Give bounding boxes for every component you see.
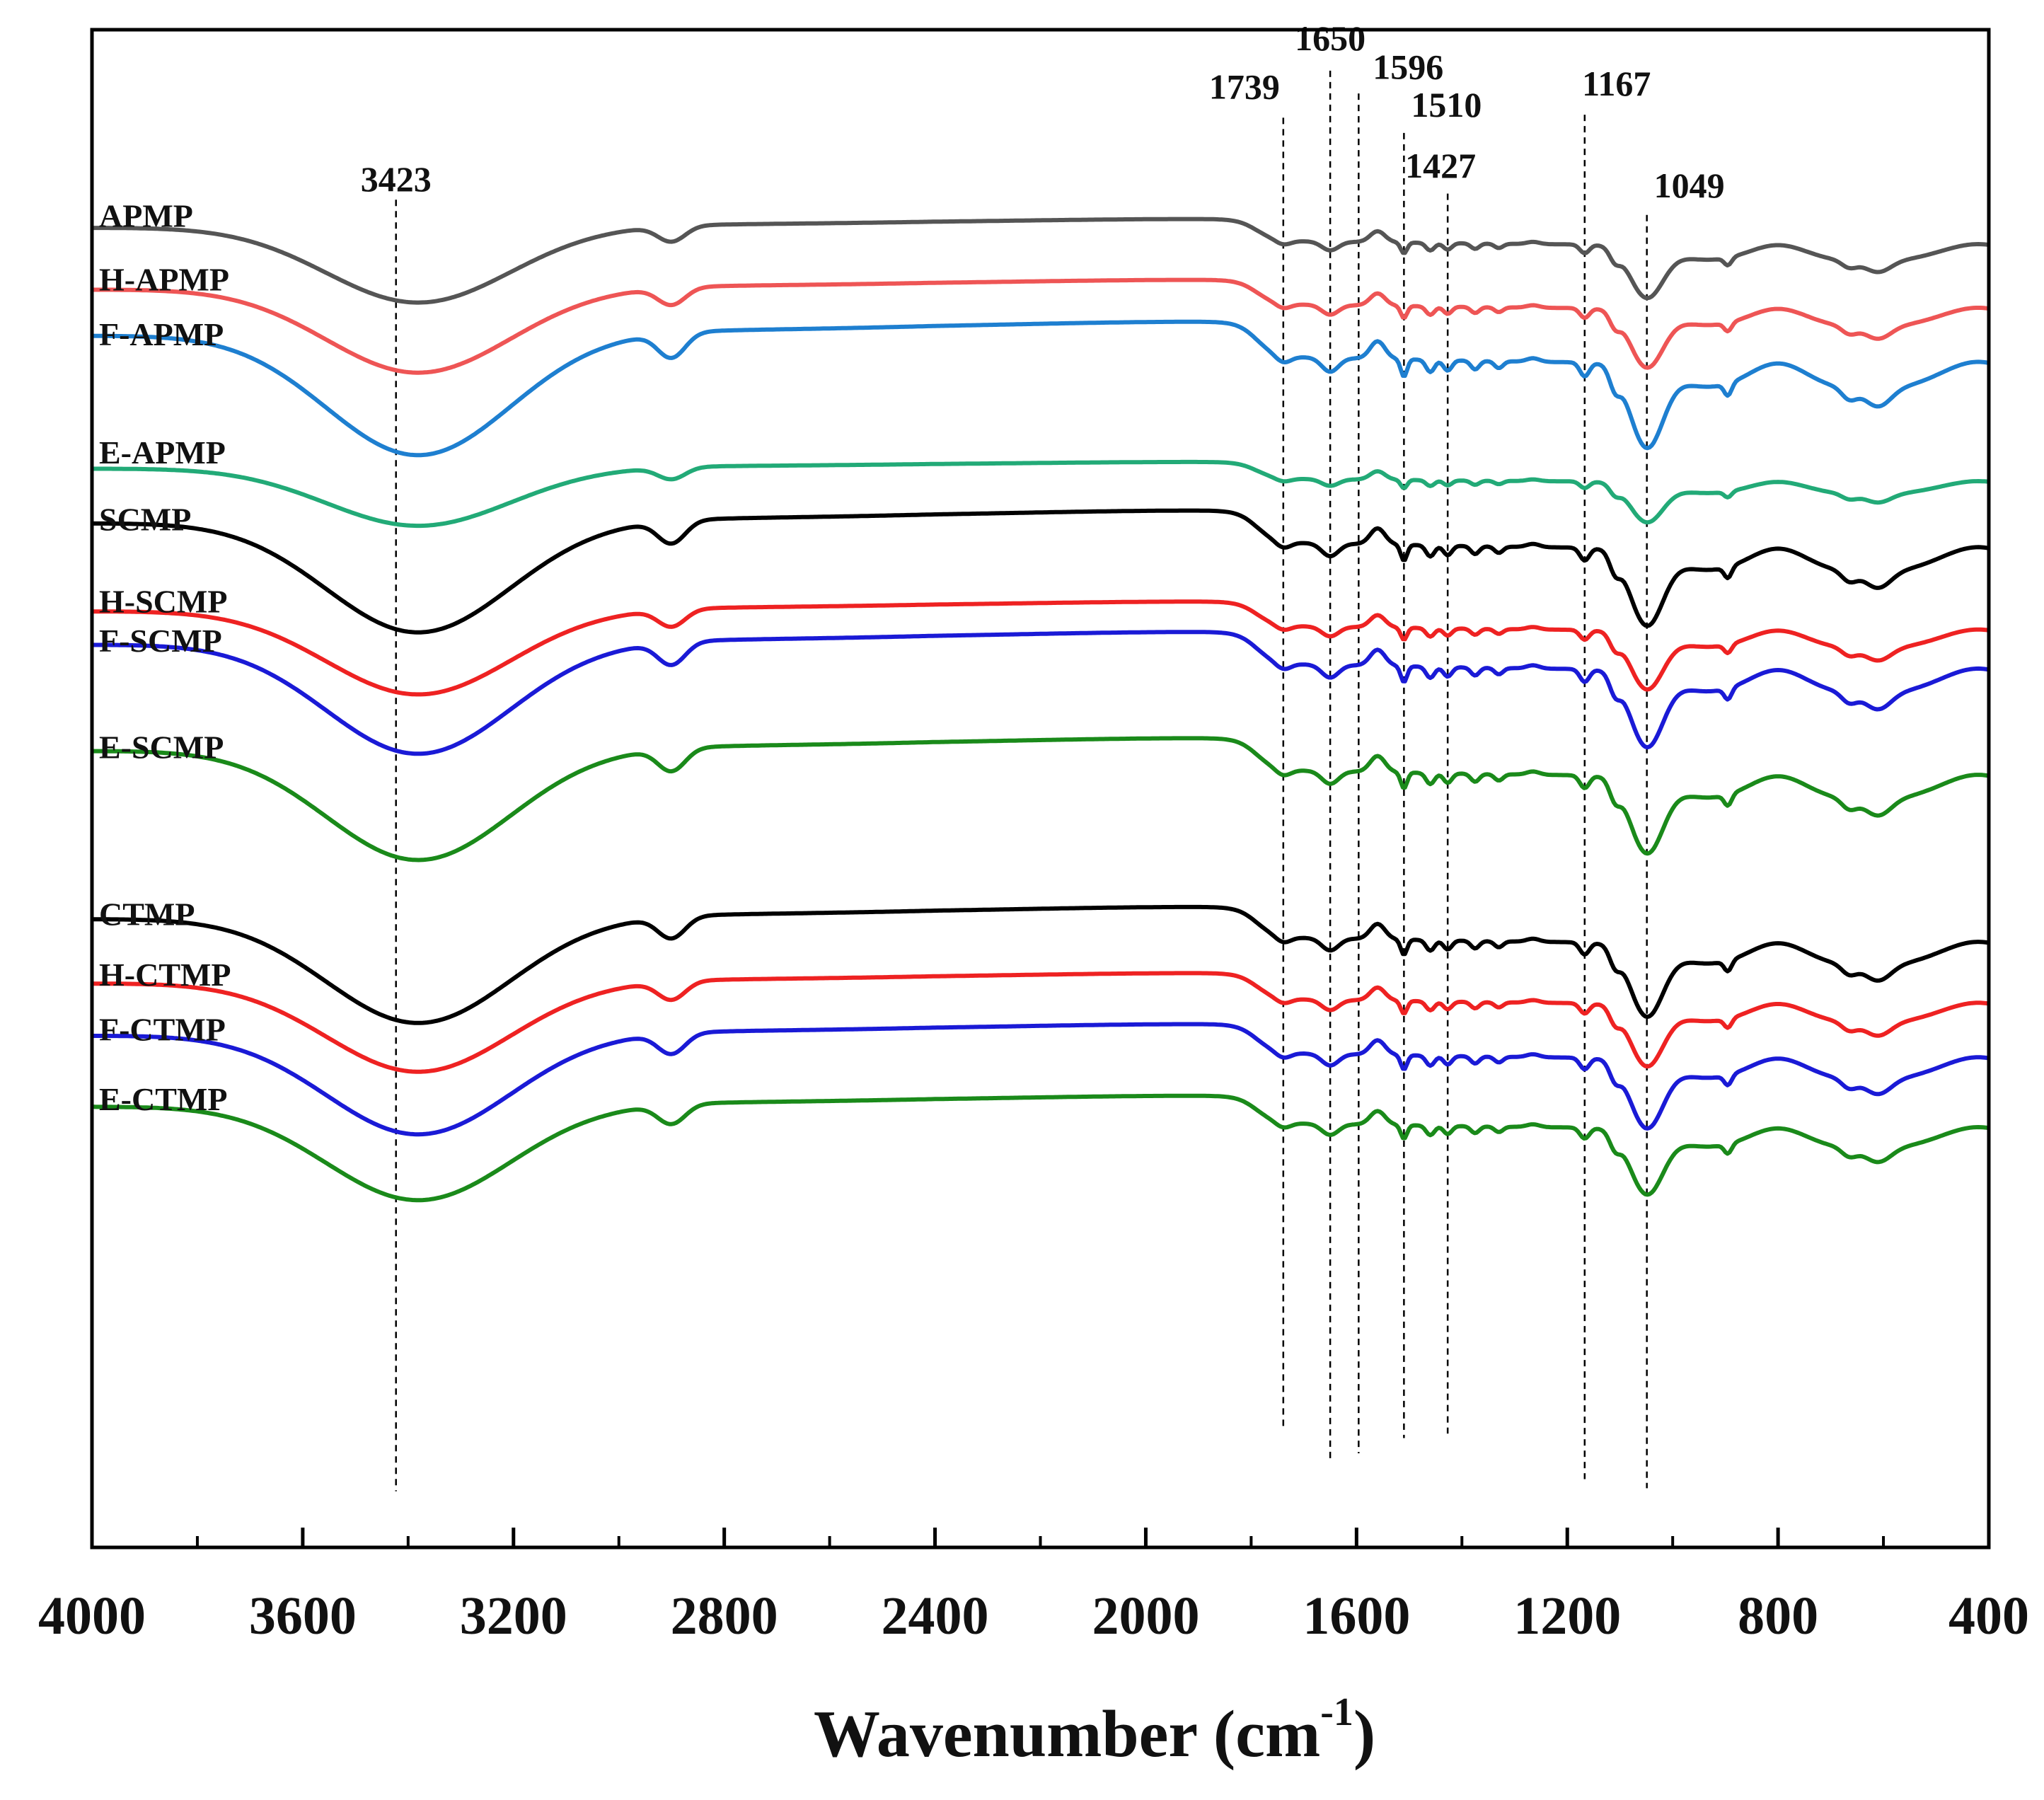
x-tick-label-800: 800 <box>1738 1586 1818 1646</box>
series-line-scmp <box>92 508 1990 635</box>
x-tick-label-3600: 3600 <box>249 1586 357 1646</box>
series-line-ctmp <box>92 904 1990 1025</box>
series-line-e-scmp <box>92 736 1990 862</box>
peak-label-1510: 1510 <box>1411 85 1482 125</box>
series-line-f-scmp <box>92 630 1990 756</box>
x-axis-title: Wavenumber (cm-1) <box>814 1690 1375 1771</box>
x-axis-tick-labels: 4000 3600 3200 2800 2400 2000 1600 1200 800 400 <box>38 1586 2029 1646</box>
series-label-e-ctmp: E-CTMP <box>99 1081 227 1117</box>
x-tick-label-2800: 2800 <box>671 1586 778 1646</box>
series-label-ctmp: CTMP <box>99 896 195 932</box>
x-tick-label-1200: 1200 <box>1513 1586 1621 1646</box>
peak-label-1167: 1167 <box>1582 64 1651 103</box>
series-label-apmp: APMP <box>99 198 193 234</box>
x-tick-label-400: 400 <box>1948 1586 2029 1646</box>
series-line-h-apmp <box>91 277 1990 375</box>
peak-label-1427: 1427 <box>1405 146 1476 185</box>
series-label-scmp: SCMP <box>99 502 191 538</box>
x-tick-label-2400: 2400 <box>882 1586 989 1646</box>
series-line-h-scmp <box>92 599 1990 697</box>
x-tick-label-2000: 2000 <box>1092 1586 1199 1646</box>
series-line-f-ctmp <box>92 1022 1990 1137</box>
spectra-group <box>91 217 1990 1203</box>
series-label-h-ctmp: H-CTMP <box>99 957 231 993</box>
peak-label-1596: 1596 <box>1373 47 1443 87</box>
x-axis-ticks <box>90 1528 1991 1547</box>
series-label-h-apmp: H-APMP <box>99 262 229 298</box>
series-label-h-scmp: H-SCMP <box>99 583 227 619</box>
series-label-e-scmp: E-SCMP <box>99 729 224 765</box>
peak-label-3423: 3423 <box>361 159 432 199</box>
series-line-e-apmp <box>92 459 1990 529</box>
series-label-f-scmp: F-SCMP <box>99 623 222 659</box>
series-line-f-apmp <box>92 319 1990 458</box>
series-line-h-ctmp <box>92 971 1990 1074</box>
peak-label-1650: 1650 <box>1295 18 1365 58</box>
series-label-f-ctmp: F-CTMP <box>99 1011 226 1047</box>
series-line-e-ctmp <box>92 1093 1990 1203</box>
series-label-group: APMP H-APMP F-APMP E-APMP SCMP H-SCMP F-SCMP E-… <box>99 198 231 1117</box>
series-label-f-apmp: F-APMP <box>99 316 224 352</box>
x-tick-label-4000: 4000 <box>38 1586 146 1646</box>
peak-label-1049: 1049 <box>1654 166 1725 205</box>
series-label-e-apmp: E-APMP <box>99 434 226 471</box>
peak-label-1739: 1739 <box>1209 67 1280 106</box>
x-tick-label-1600: 1600 <box>1303 1586 1410 1646</box>
series-line-apmp <box>92 217 1990 305</box>
x-tick-label-3200: 3200 <box>460 1586 567 1646</box>
